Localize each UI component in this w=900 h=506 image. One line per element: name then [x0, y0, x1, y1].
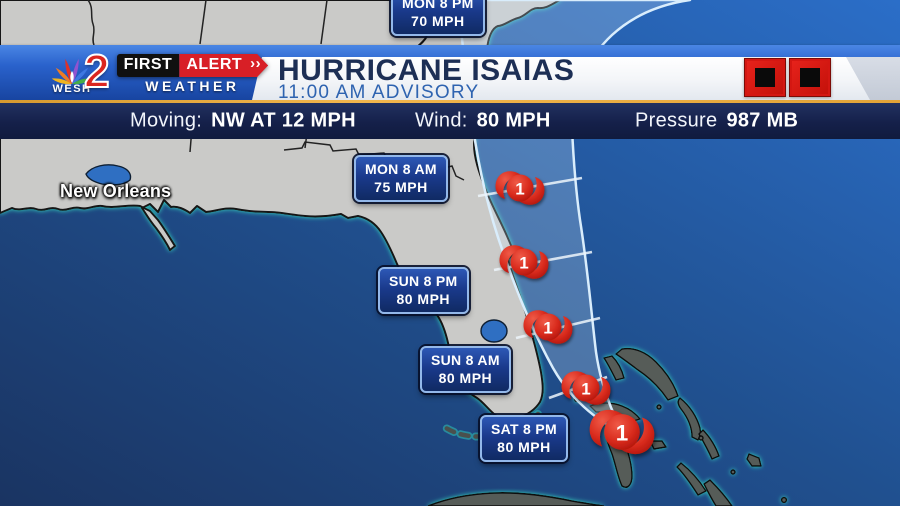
track-label-sat-8pm: SAT 8 PM 80 MPH: [480, 415, 568, 462]
hurricane-icon-current: 1: [589, 409, 655, 455]
brand-alert-text: ALERT: [186, 56, 243, 73]
first-alert-weather-brand: FIRST ALERT ›› WEATHER: [116, 54, 269, 94]
moving-label: Moving:: [130, 109, 203, 132]
hurricane-warning-flag-icon: [744, 58, 786, 97]
pressure-value: 987 MB: [726, 109, 799, 132]
track-label-sun-8am: SUN 8 AM 80 MPH: [420, 346, 511, 393]
track-time: MON 8 PM: [402, 0, 474, 11]
pressure-label: Pressure: [635, 109, 718, 132]
city-label-new-orleans: New Orleans: [60, 181, 172, 201]
lake-pontchartrain: [85, 164, 132, 186]
brand-first: FIRST: [116, 54, 180, 77]
track-wind: 70 MPH: [411, 13, 465, 29]
track-time: SAT 8 PM: [491, 421, 557, 437]
track-time: SUN 8 PM: [389, 273, 458, 289]
hurricane-category: 1: [515, 180, 524, 199]
storm-stats-bar: Moving: NW AT 12 MPH Wind: 80 MPH Pressure…: [0, 103, 900, 139]
track-wind: 75 MPH: [374, 179, 428, 195]
stat-wind: Wind: 80 MPH: [415, 110, 551, 133]
track-label-sun-8pm: SUN 8 PM 80 MPH: [378, 267, 469, 314]
chevron-right-icon: ››: [250, 55, 262, 72]
cuba: [427, 492, 605, 506]
lake-okeechobee: [480, 319, 508, 343]
moving-value: NW AT 12 MPH: [211, 109, 356, 132]
advisory-subtitle: 11:00 AM ADVISORY: [278, 82, 480, 103]
hurricane-icon: 1: [561, 371, 611, 405]
track-wind: 80 MPH: [497, 439, 551, 455]
hurricane-icon: 1: [495, 171, 545, 205]
hurricane-category: 1: [616, 421, 628, 446]
hurricane-icon: 1: [523, 310, 573, 344]
wind-label: Wind:: [415, 109, 468, 132]
wind-value: 80 MPH: [476, 109, 551, 132]
page-title: HURRICANE ISAIAS: [278, 54, 575, 87]
station-call-letters: WESH: [52, 82, 92, 95]
track-wind: 80 MPH: [396, 291, 451, 307]
track-time: SUN 8 AM: [431, 352, 500, 368]
brand-alert: ALERT ››: [179, 54, 268, 77]
track-time: MON 8 AM: [365, 161, 437, 177]
lakes: [85, 164, 508, 343]
brand-weather: WEATHER: [145, 78, 240, 94]
channel-number: 2: [83, 44, 111, 98]
gold-divider: [0, 100, 900, 103]
track-wind: 80 MPH: [438, 370, 493, 386]
nbc-peacock-icon: [51, 58, 93, 84]
hurricane-warning-flag-icon: [789, 58, 831, 97]
stat-pressure: Pressure 987 MB: [635, 110, 798, 133]
station-logo: WESH 2 FIRST ALERT ›› WEATHER: [0, 44, 258, 103]
track-label-mon-8pm: MON 8 PM 70 MPH: [391, 0, 485, 36]
hurricane-category: 1: [519, 254, 528, 273]
hurricane-category: 1: [543, 319, 552, 338]
stat-moving: Moving: NW AT 12 MPH: [130, 110, 356, 133]
track-label-mon-8am: MON 8 AM 75 MPH: [354, 155, 448, 202]
wesh-logo: WESH: [50, 54, 94, 95]
hurricane-icon: 1: [499, 245, 549, 279]
hurricane-category: 1: [581, 380, 590, 399]
